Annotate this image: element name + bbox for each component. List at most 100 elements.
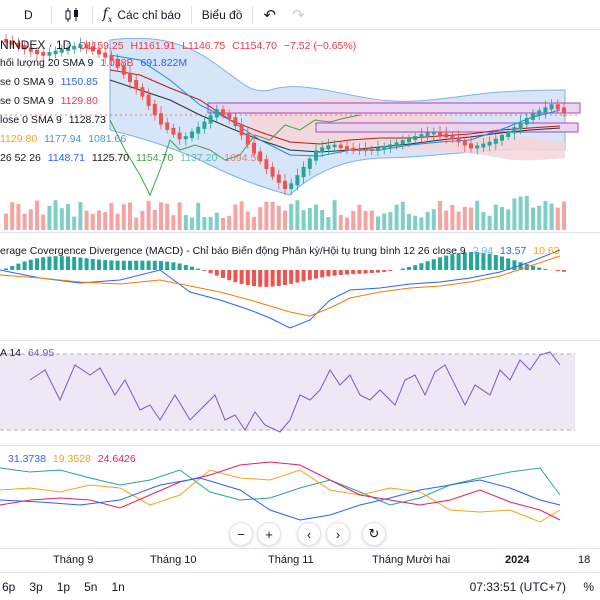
- candle-body: [407, 138, 411, 143]
- macd-histogram-bar: [512, 260, 517, 270]
- volume-bar: [22, 213, 27, 230]
- pane-divider: [0, 340, 600, 341]
- sma-legend-c: lose 0 SMA 9 1128.73: [0, 114, 110, 127]
- sma-c-value: 1128.73: [68, 114, 106, 126]
- macd-histogram-bar: [301, 270, 306, 282]
- candle-body: [177, 132, 182, 140]
- volume-bar: [97, 210, 101, 230]
- clock-timezone[interactable]: 07:33:51 (UTC+7): [469, 580, 566, 594]
- ichimoku-value-4: 1137.20: [180, 152, 218, 164]
- candle-body: [562, 107, 566, 113]
- dmi-minus-line: [0, 469, 561, 523]
- candle-body: [152, 103, 157, 116]
- volume-bar: [245, 211, 250, 230]
- time-label-nov: Tháng 11: [268, 554, 314, 566]
- interval-button[interactable]: D: [0, 0, 51, 30]
- indicators-button[interactable]: fx Các chỉ báo: [93, 0, 191, 30]
- rsi-value: 64.95: [27, 347, 55, 359]
- volume-bar: [487, 215, 492, 230]
- macd-histogram-bar: [407, 266, 411, 270]
- candle-body: [512, 127, 517, 134]
- range-3m[interactable]: 3p: [29, 579, 43, 594]
- zoom-out-button[interactable]: −: [229, 522, 253, 546]
- candle-body: [239, 124, 244, 136]
- volume-bar: [320, 210, 325, 230]
- macd-histogram-bar: [338, 270, 343, 276]
- range-5d[interactable]: 5n: [84, 579, 98, 594]
- volume-bar: [338, 214, 343, 230]
- macd-histogram-bar: [208, 270, 213, 274]
- macd-histogram-bar: [53, 256, 58, 270]
- candle-body: [22, 45, 27, 50]
- macd-histogram-bar: [183, 264, 188, 270]
- reset-icon: ↻: [368, 526, 380, 541]
- macd-histogram-bar: [276, 270, 281, 286]
- macd-histogram-bar: [152, 260, 157, 270]
- range-1d[interactable]: 1n: [111, 579, 125, 594]
- scroll-right-button[interactable]: ›: [326, 522, 350, 546]
- volume-bar: [444, 210, 449, 230]
- volume-bar: [121, 204, 126, 230]
- bb-value-1: 1129.80: [0, 133, 38, 145]
- macd-histogram-bar: [190, 266, 194, 270]
- candle-body: [320, 147, 325, 153]
- redo-button[interactable]: ↷: [286, 0, 311, 30]
- candle-body: [159, 113, 163, 125]
- candle-body: [376, 147, 380, 151]
- macd-histogram-bar: [351, 270, 356, 275]
- volume-bar: [115, 213, 120, 230]
- volume-bar: [450, 204, 455, 230]
- chart-canvas[interactable]: [0, 0, 600, 548]
- undo-button[interactable]: ↶: [253, 0, 286, 30]
- time-label-year: 2024: [505, 554, 530, 566]
- macd-histogram-bar: [363, 270, 368, 274]
- candle-body: [121, 65, 126, 75]
- macd-histogram-bar: [493, 254, 498, 270]
- candle-body: [190, 131, 194, 139]
- sma-a-label: se 0 SMA 9: [0, 76, 54, 88]
- dmi-legend: 31.3738 19.3528 24.6426: [8, 453, 140, 466]
- volume-bar: [221, 217, 225, 230]
- macd-histogram-bar: [97, 259, 101, 270]
- volume-bar: [84, 210, 89, 230]
- macd-histogram-bar: [382, 270, 387, 272]
- volume-label: hối lượng 20 SMA 9: [0, 57, 94, 69]
- chart-type-button[interactable]: Biểu đồ: [192, 0, 253, 30]
- macd-histogram-bar: [264, 270, 269, 287]
- time-axis[interactable]: Tháng 9 Tháng 10 Tháng 11 Tháng Mười hai…: [0, 548, 600, 572]
- range-1m[interactable]: 1p: [56, 579, 71, 594]
- candle-body: [90, 46, 95, 52]
- candle-body: [338, 144, 343, 149]
- macd-histogram-bar: [431, 259, 436, 270]
- macd-hist-value: 2.94: [472, 245, 494, 257]
- volume-bar: [400, 201, 405, 230]
- macd-histogram-bar: [84, 258, 89, 270]
- percent-toggle[interactable]: %: [583, 580, 594, 594]
- macd-histogram-bar: [562, 270, 566, 272]
- volume-legend: hối lượng 20 SMA 9 1.038B 691.822M: [0, 57, 191, 70]
- volume-bar: [506, 209, 511, 230]
- range-6m[interactable]: 6p: [2, 579, 16, 594]
- macd-histogram-bar: [357, 270, 362, 274]
- ichimoku-label: 26 52 26: [0, 152, 41, 164]
- volume-bar: [128, 202, 132, 230]
- volume-bar: [382, 213, 387, 230]
- macd-histogram-bar: [444, 255, 449, 270]
- reset-chart-button[interactable]: ↻: [362, 522, 386, 546]
- candle-body: [183, 136, 188, 140]
- dmi-value-1: 31.3738: [8, 453, 46, 465]
- function-icon: fx: [102, 5, 113, 24]
- candles-style-button[interactable]: [52, 0, 92, 30]
- candle-body: [264, 159, 269, 169]
- macd-histogram-bar: [369, 270, 374, 274]
- volume-bar: [493, 204, 498, 230]
- candle-body: [84, 44, 89, 49]
- macd-histogram-bar: [109, 260, 114, 270]
- macd-histogram-bar: [134, 260, 139, 270]
- zoom-in-button[interactable]: +: [257, 522, 281, 546]
- price-pane: [0, 33, 581, 197]
- macd-histogram-bar: [518, 262, 523, 270]
- macd-pane: [0, 249, 566, 329]
- candle-body: [487, 141, 492, 146]
- scroll-left-button[interactable]: ‹: [297, 522, 321, 546]
